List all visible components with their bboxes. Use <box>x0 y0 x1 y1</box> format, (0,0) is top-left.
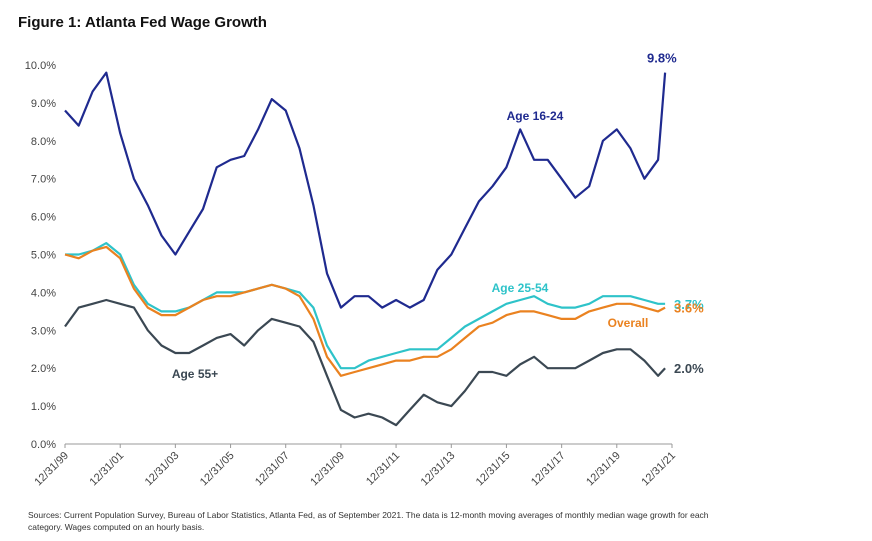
series-line <box>64 298 666 427</box>
x-tick-label: 12/31/01 <box>88 450 127 489</box>
y-tick-label: 1.0% <box>31 401 56 413</box>
y-tick-label: 9.0% <box>31 98 56 110</box>
x-tick-label: 12/31/99 <box>32 450 71 489</box>
y-tick-label: 3.0% <box>31 325 56 337</box>
x-tick-label: 12/31/05 <box>198 450 237 489</box>
series-line <box>64 245 666 377</box>
end-label: 3.6% <box>674 301 704 316</box>
x-tick-label: 12/31/19 <box>584 450 623 489</box>
x-tick-label: 12/31/07 <box>253 450 292 489</box>
y-tick-label: 8.0% <box>31 136 56 148</box>
chart-title: Figure 1: Atlanta Fed Wage Growth <box>18 14 267 31</box>
series-line <box>64 71 667 309</box>
x-tick-label: 12/31/15 <box>474 450 513 489</box>
y-tick-label: 0.0% <box>31 439 56 451</box>
y-tick-label: 6.0% <box>31 212 56 224</box>
series-line <box>65 242 666 370</box>
series-name: Age 55+ <box>172 367 218 381</box>
y-tick-label: 2.0% <box>31 363 56 375</box>
series-name: Age 16-24 <box>507 109 564 123</box>
series-name: Age 25-54 <box>492 281 549 295</box>
y-tick-label: 5.0% <box>31 250 56 262</box>
y-tick-label: 4.0% <box>31 287 56 299</box>
source-note: Sources: Current Population Survey, Bure… <box>28 510 709 532</box>
end-label: 2.0% <box>674 361 704 376</box>
x-tick-label: 12/31/09 <box>308 450 347 489</box>
y-tick-label: 10.0% <box>25 60 56 72</box>
x-tick-label: 12/31/17 <box>529 450 568 489</box>
x-tick-label: 12/31/13 <box>419 450 458 489</box>
y-tick-label: 7.0% <box>31 174 56 186</box>
x-tick-label: 12/31/11 <box>364 450 402 488</box>
x-tick-label: 12/31/03 <box>143 450 182 489</box>
series-name: Overall <box>608 316 649 330</box>
end-label: 3.7% <box>674 297 704 312</box>
end-label: 9.8% <box>647 51 677 66</box>
x-tick-label: 12/31/21 <box>639 450 678 489</box>
